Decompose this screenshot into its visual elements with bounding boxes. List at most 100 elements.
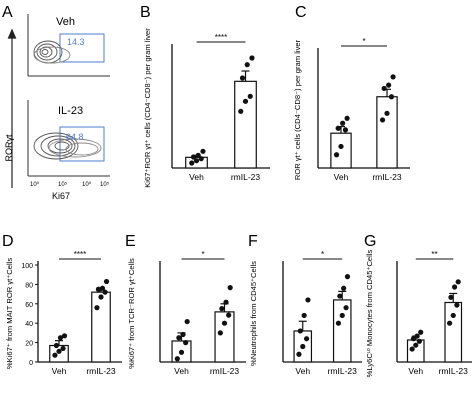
data-point: [242, 98, 249, 104]
data-point: [94, 305, 100, 311]
data-point: [450, 312, 456, 319]
data-point: [176, 335, 182, 341]
data-point: [190, 154, 197, 160]
bar-1: [234, 80, 257, 169]
data-point: [409, 346, 415, 352]
data-point: [221, 320, 228, 326]
data-point: [195, 152, 201, 158]
y-tick-label: 40: [25, 321, 33, 328]
panel-letter-c: C: [295, 4, 307, 21]
flow-contour-veh: [33, 40, 71, 64]
flow-contour-il23: [33, 132, 102, 160]
y-tick-label: 20: [25, 341, 33, 348]
chart-panel-g: %Ly6Cᶫᵒ Monocytes from CD45⁺Cells Veh rmIL…: [365, 249, 472, 377]
y-tick-label: 80: [25, 282, 33, 289]
data-point: [410, 336, 417, 342]
x-tick-label: rmIL-23: [86, 366, 116, 376]
data-point: [56, 348, 62, 354]
data-point: [217, 330, 223, 336]
chart-panel-f: %Neutrophils from CD45⁺Cells Veh rmIL-23 *: [249, 250, 362, 376]
data-point: [103, 278, 110, 285]
data-point: [189, 160, 195, 166]
significance-label: ****: [74, 250, 86, 259]
data-point: [95, 286, 102, 292]
data-point: [60, 345, 66, 352]
flow-y-arrow: [7, 28, 17, 188]
flow-plot-il23-label: IL-23: [58, 105, 83, 117]
flow-x-label: Ki67: [52, 191, 70, 201]
data-point: [98, 294, 104, 300]
chart-panel-b: Ki67⁺ROR γt⁺ cells (CD4⁻CD8⁻) per gram l…: [143, 28, 270, 188]
chart-panel-c: ROR γt⁺ cells (CD4⁻CD8⁻) per gram liver V…: [293, 37, 410, 182]
data-point: [296, 351, 302, 357]
data-point: [219, 306, 225, 312]
significance-label: *: [321, 250, 324, 259]
data-point: [333, 152, 340, 158]
data-point: [52, 352, 58, 358]
flow-panel: RORγt Veh 14.3: [4, 14, 110, 201]
data-point: [343, 305, 349, 311]
data-point: [447, 320, 453, 326]
data-point: [448, 294, 454, 300]
data-point: [247, 93, 253, 99]
x-tick-label: Veh: [174, 366, 189, 376]
panel-letters: A B C D E F G: [2, 4, 376, 250]
data-point: [297, 328, 303, 334]
panel-letter-e: E: [125, 233, 136, 250]
panel-letter-b: B: [140, 4, 151, 21]
bar-1: [91, 291, 111, 363]
chart-panel-e: %Ki67⁺ from TCR⁻ROR γt⁺Cells Veh rmIL-23 *: [127, 250, 246, 376]
data-point: [184, 318, 190, 325]
panel-letter-g: G: [364, 233, 376, 250]
data-point: [451, 284, 458, 290]
bar-1: [444, 301, 463, 363]
chart-panel-d: 0 20 40 60 80 100 %Ki67⁺ from MAIT ROR γt⁺Cell…: [5, 250, 122, 376]
y-axis-label: Ki67⁺ROR γt⁺ cells (CD4⁻CD8⁻) per gram l…: [143, 28, 152, 188]
data-point: [57, 335, 64, 341]
data-point: [338, 143, 344, 150]
data-point: [379, 117, 386, 123]
data-point: [53, 342, 60, 349]
flow-gate-il23: [59, 126, 105, 162]
bar-1: [376, 96, 398, 169]
flow-y-label: RORγt: [4, 134, 14, 161]
data-point: [244, 62, 250, 68]
data-point: [193, 158, 200, 164]
panel-letter-d: D: [2, 233, 14, 250]
data-point: [413, 342, 419, 348]
y-tick-label: 0: [29, 360, 33, 367]
bar-1: [332, 299, 352, 363]
y-axis-label: %Ki67⁺ from MAIT ROR γt⁺Cells: [5, 258, 14, 369]
data-point: [300, 343, 306, 350]
data-point: [344, 115, 350, 121]
data-point: [303, 336, 310, 342]
panel-letter-a: A: [2, 4, 13, 21]
data-point: [390, 74, 396, 80]
flow-plot-veh-label: Veh: [56, 16, 75, 28]
flow-tick-label: 10⁰: [82, 181, 92, 188]
data-point: [381, 85, 387, 92]
x-tick-label: Veh: [52, 366, 67, 376]
y-tick-label: 100: [21, 263, 33, 270]
data-point: [305, 297, 311, 303]
data-point: [455, 279, 461, 285]
flow-plot-il23: IL-23 64.8: [27, 100, 110, 177]
data-point: [223, 299, 229, 305]
data-point: [239, 75, 246, 81]
data-point: [341, 285, 347, 291]
y-axis-label: %Neutrophils from CD45⁺Cells: [249, 261, 258, 366]
x-tick-label: rmIL-23: [328, 366, 358, 376]
data-point: [386, 82, 392, 88]
x-tick-label: Veh: [189, 172, 204, 182]
data-point: [418, 329, 424, 335]
data-point: [200, 148, 206, 154]
data-point: [174, 356, 180, 362]
significance-label: **: [431, 250, 437, 259]
data-point: [198, 156, 204, 162]
x-tick-label: Veh: [334, 172, 349, 182]
flow-tick-label: 10⁰: [30, 181, 40, 188]
flow-tick-label: 10⁵: [58, 181, 68, 188]
data-point: [339, 312, 345, 319]
data-point: [99, 285, 106, 291]
